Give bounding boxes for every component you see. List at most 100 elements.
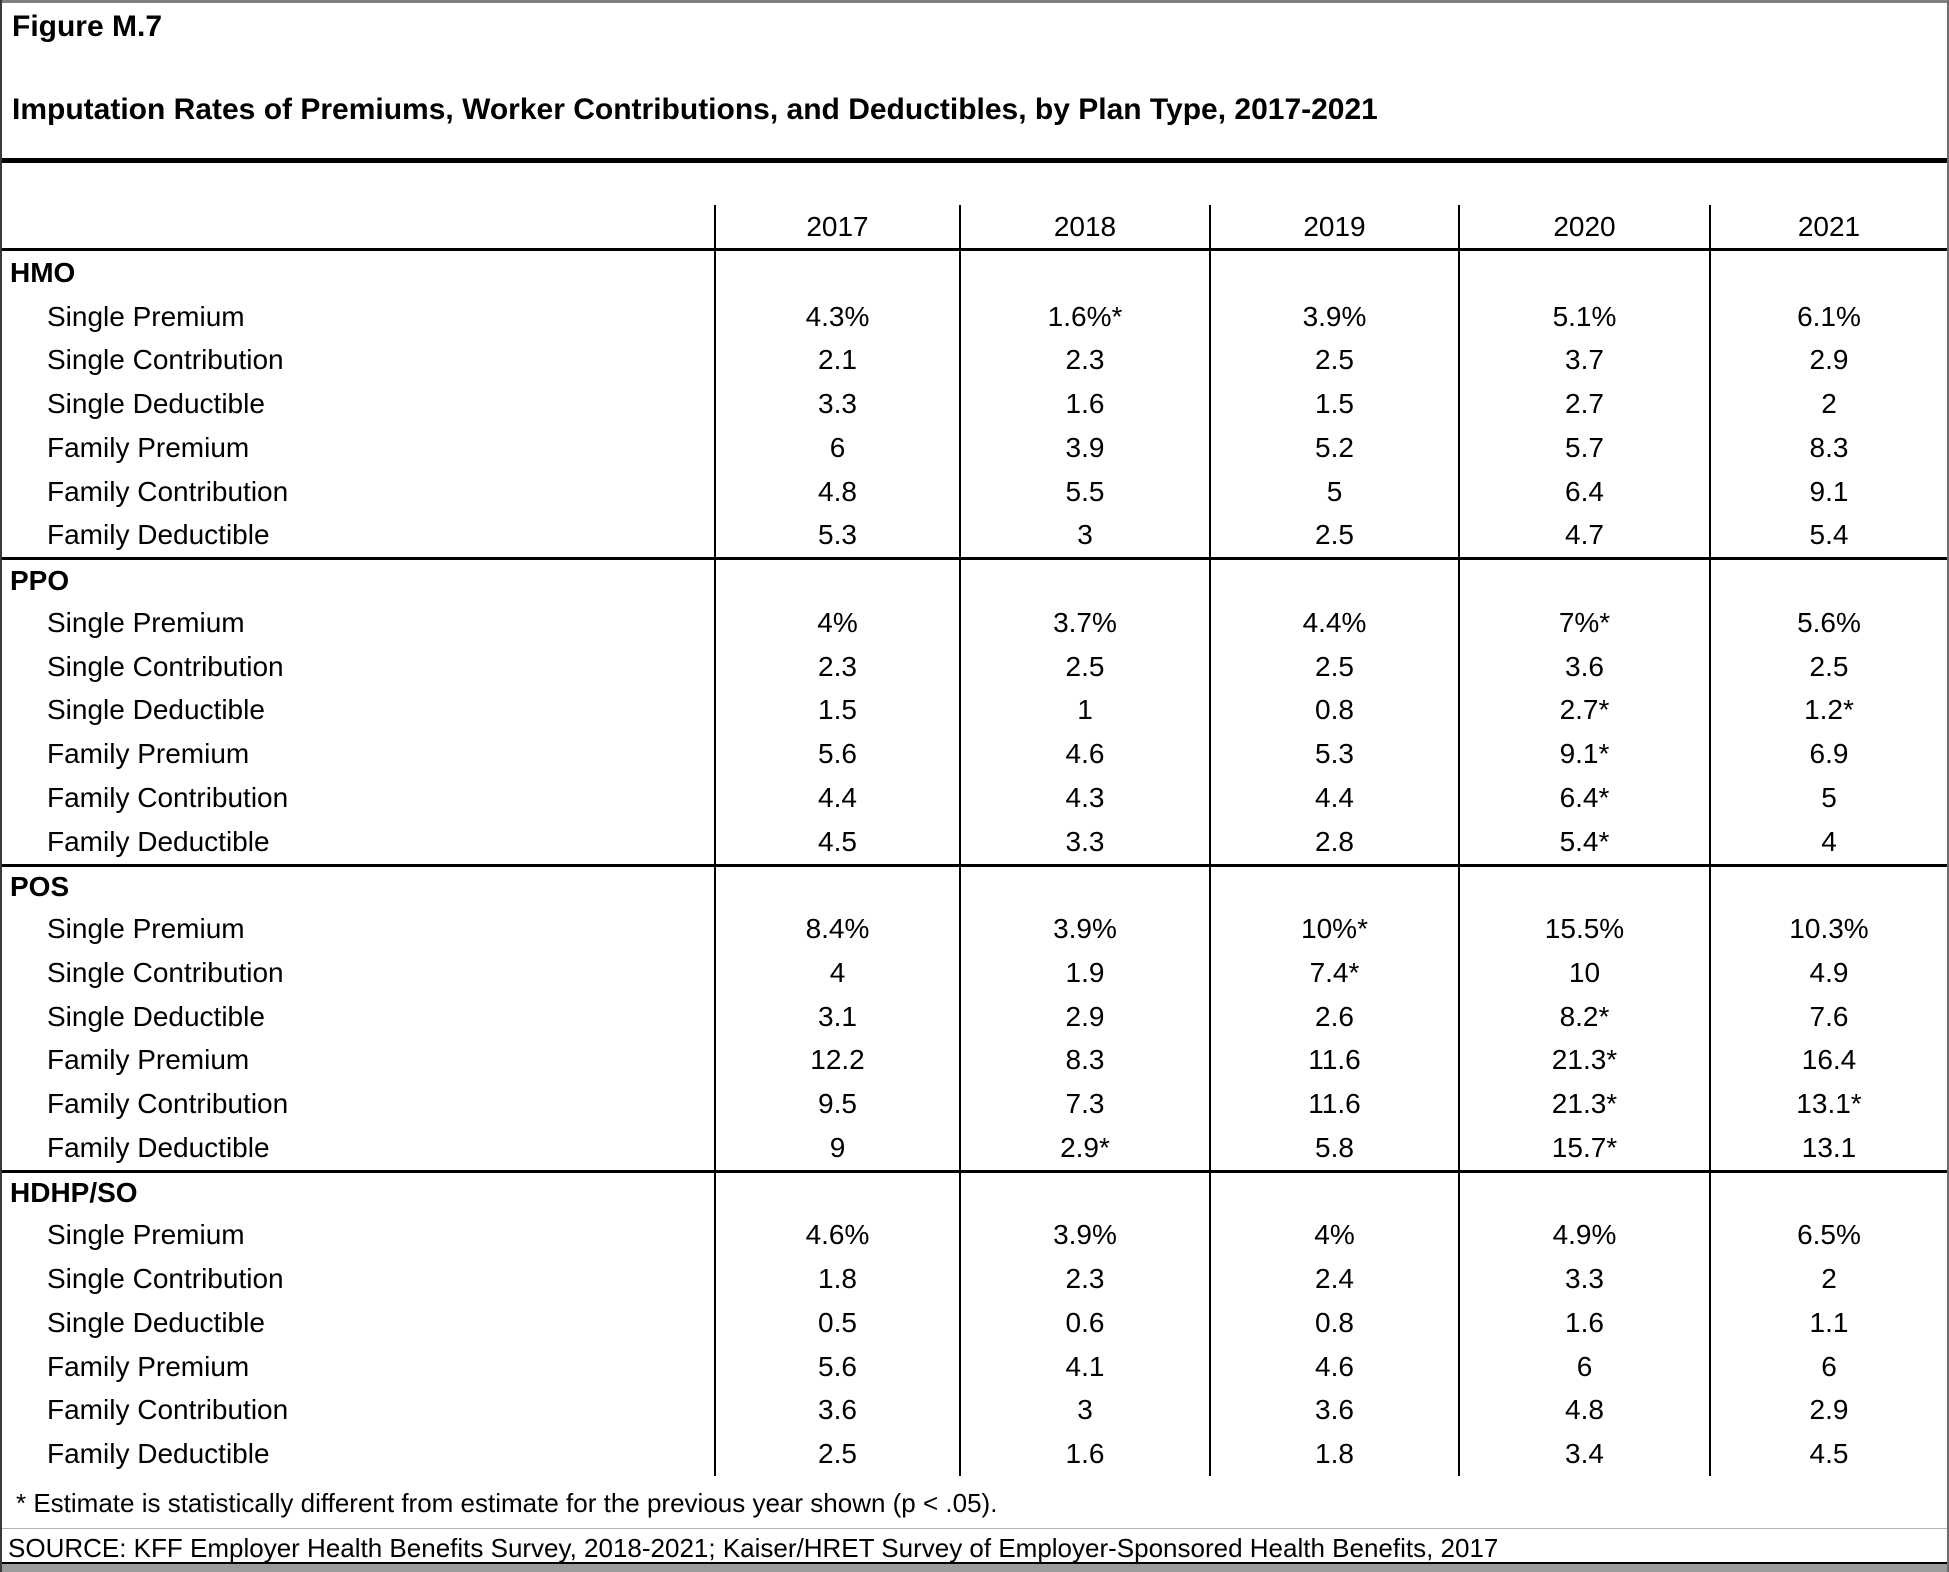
section-header-spacer — [1709, 1169, 1947, 1214]
value-cell: 1.5 — [714, 688, 959, 733]
value-cell: 5.6 — [714, 1344, 959, 1389]
value-cell: 2.5 — [959, 644, 1209, 689]
value-cell: 4 — [1709, 819, 1947, 864]
value-cell: 10.3% — [1709, 907, 1947, 951]
value-cell: 4% — [714, 601, 959, 645]
value-cell: 3.3 — [1458, 1257, 1709, 1301]
row-label: Single Premium — [47, 913, 245, 945]
value-cell: 2 — [1709, 1257, 1947, 1301]
value-cell: 4.4 — [1209, 776, 1458, 820]
section-header: PPO — [2, 557, 714, 601]
value-cell: 8.3 — [959, 1038, 1209, 1083]
value-cell: 1.6 — [959, 382, 1209, 426]
value-cell: 1.6%* — [959, 294, 1209, 339]
section-header-spacer — [714, 557, 959, 601]
value-cell: 2.7 — [1458, 382, 1709, 426]
bottom-edge — [2, 1562, 1947, 1572]
bottom-rule — [2, 1562, 1947, 1564]
figure-title: Imputation Rates of Premiums, Worker Con… — [12, 93, 1378, 126]
value-cell: 8.4% — [714, 907, 959, 951]
row-label: Single Deductible — [47, 388, 265, 420]
row-label: Family Deductible — [47, 1131, 270, 1163]
value-cell: 2.9 — [1709, 338, 1947, 383]
section-header-spacer — [714, 863, 959, 908]
value-cell: 10%* — [1209, 907, 1458, 951]
section-header-spacer — [1209, 1169, 1458, 1214]
section-header-spacer — [1209, 863, 1458, 908]
value-cell: 1.2* — [1709, 688, 1947, 733]
row-label: Family Contribution — [47, 1088, 289, 1120]
value-cell: 4.6 — [959, 732, 1209, 776]
value-cell: 3.9% — [959, 1213, 1209, 1258]
value-cell: 4.4 — [714, 776, 959, 820]
value-cell: 3.4 — [1458, 1432, 1709, 1476]
value-cell: 4.6% — [714, 1213, 959, 1258]
value-cell: 4.5 — [714, 819, 959, 864]
value-cell: 1.1 — [1709, 1301, 1947, 1345]
value-cell: 4.8 — [1458, 1388, 1709, 1433]
row-label: Single Contribution — [47, 650, 284, 682]
value-cell: 2.6 — [1209, 994, 1458, 1039]
value-cell: 5.4 — [1709, 513, 1947, 558]
value-cell: 2.5 — [1209, 644, 1458, 689]
row-label: Family Contribution — [47, 475, 289, 507]
section-header: HDHP/SO — [2, 1169, 714, 1214]
row-label: Family Deductible — [47, 825, 270, 857]
row-label: Single Contribution — [47, 344, 284, 376]
value-cell: 1.5 — [1209, 382, 1458, 426]
section-header: HMO — [10, 256, 76, 288]
section-header-spacer — [959, 557, 1209, 601]
value-cell: 21.3* — [1458, 1038, 1709, 1083]
value-cell: 3 — [959, 1388, 1209, 1433]
value-cell: 2.5 — [1209, 513, 1458, 558]
value-cell: 4.9 — [1709, 951, 1947, 995]
year-header: 2021 — [1709, 205, 1947, 251]
value-cell: 6 — [1458, 1344, 1709, 1389]
row-label: Single Premium — [47, 606, 245, 638]
value-cell: 5.3 — [714, 513, 959, 558]
value-cell: 3.6 — [1209, 1388, 1458, 1433]
value-cell: 4 — [714, 951, 959, 995]
value-cell: 1.9 — [959, 951, 1209, 995]
year-header: 2019 — [1209, 205, 1458, 251]
row-label: Family Premium — [47, 738, 250, 770]
value-cell: 3.9% — [959, 907, 1209, 951]
value-cell: 2.5 — [1709, 644, 1947, 689]
section-header-spacer — [959, 1169, 1209, 1214]
value-cell: 0.6 — [959, 1301, 1209, 1345]
row-label: Family Contribution — [47, 781, 289, 813]
value-cell: 6.4 — [1458, 469, 1709, 514]
row-label: Single Premium — [47, 300, 245, 332]
top-edge — [2, 0, 1947, 3]
value-cell: 2.9 — [1709, 1388, 1947, 1433]
value-cell: 3.6 — [1458, 644, 1709, 689]
value-cell: 4.4% — [1209, 601, 1458, 645]
value-cell: 5.5 — [959, 469, 1209, 514]
value-cell: 2.3 — [714, 644, 959, 689]
value-cell: 5.4* — [1458, 819, 1709, 864]
section-header-spacer — [1458, 557, 1709, 601]
value-cell: 9.5 — [714, 1082, 959, 1126]
section-header-spacer — [714, 251, 959, 295]
year-header: 2018 — [959, 205, 1209, 251]
value-cell: 1.8 — [714, 1257, 959, 1301]
bottom-gray-strip — [2, 1564, 1947, 1572]
value-cell: 5 — [1709, 776, 1947, 820]
section-header-spacer — [1709, 557, 1947, 601]
value-cell: 3.6 — [714, 1388, 959, 1433]
value-cell: 3.3 — [714, 382, 959, 426]
year-header: 2017 — [714, 205, 959, 251]
value-cell: 13.1 — [1709, 1126, 1947, 1170]
section-header-spacer — [1709, 251, 1947, 295]
value-cell: 3 — [959, 513, 1209, 558]
section-header-spacer — [1458, 1169, 1709, 1214]
value-cell: 3.3 — [959, 819, 1209, 864]
section-header-spacer — [959, 251, 1209, 295]
row-label: Single Deductible — [47, 694, 265, 726]
row-label: Family Premium — [47, 431, 250, 463]
section-header: POS — [2, 863, 714, 908]
row-label: Single Deductible — [47, 1000, 265, 1032]
value-cell: 6.4* — [1458, 776, 1709, 820]
value-cell: 0.8 — [1209, 1301, 1458, 1345]
